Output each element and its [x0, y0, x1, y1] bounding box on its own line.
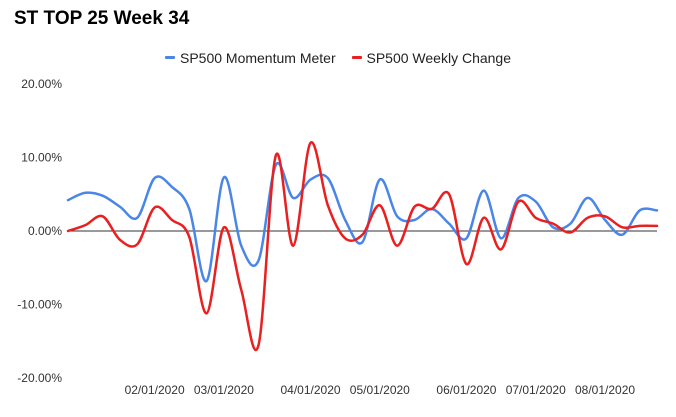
legend-swatch-momentum [164, 56, 175, 59]
x-tick-label: 05/01/2020 [350, 383, 410, 397]
series-layer [66, 141, 659, 352]
y-tick-label: 0.00% [28, 224, 62, 238]
legend-item-weekly-change: SP500 Weekly Change [351, 49, 512, 66]
x-tick-label: 06/01/2020 [436, 383, 496, 397]
x-tick-label: 02/01/2020 [125, 383, 185, 397]
y-tick-label: 20.00% [21, 77, 62, 91]
legend-item-momentum: SP500 Momentum Meter [164, 49, 336, 66]
x-tick-label: 08/01/2020 [575, 383, 635, 397]
y-tick-label: 10.00% [21, 151, 62, 165]
x-tick-label: 07/01/2020 [506, 383, 566, 397]
series-line-weekly-change [66, 141, 659, 352]
x-tick-label: 04/01/2020 [280, 383, 340, 397]
x-tick-label: 03/01/2020 [194, 383, 254, 397]
legend-label-weekly-change: SP500 Weekly Change [366, 49, 512, 66]
chart-title: ST TOP 25 Week 34 [14, 8, 190, 29]
series-line-momentum-meter [66, 161, 659, 283]
y-tick-label: -10.00% [17, 298, 62, 312]
axis-layer: 20.00% 10.00% 0.00% -10.00% -20.00% 02/01/202… [17, 77, 657, 397]
legend-swatch-weekly-change [351, 56, 362, 59]
legend-label-momentum: SP500 Momentum Meter [179, 49, 336, 66]
y-tick-label: -20.00% [17, 371, 62, 385]
chart-legend: SP500 Momentum Meter SP500 Weekly Change [0, 46, 676, 66]
